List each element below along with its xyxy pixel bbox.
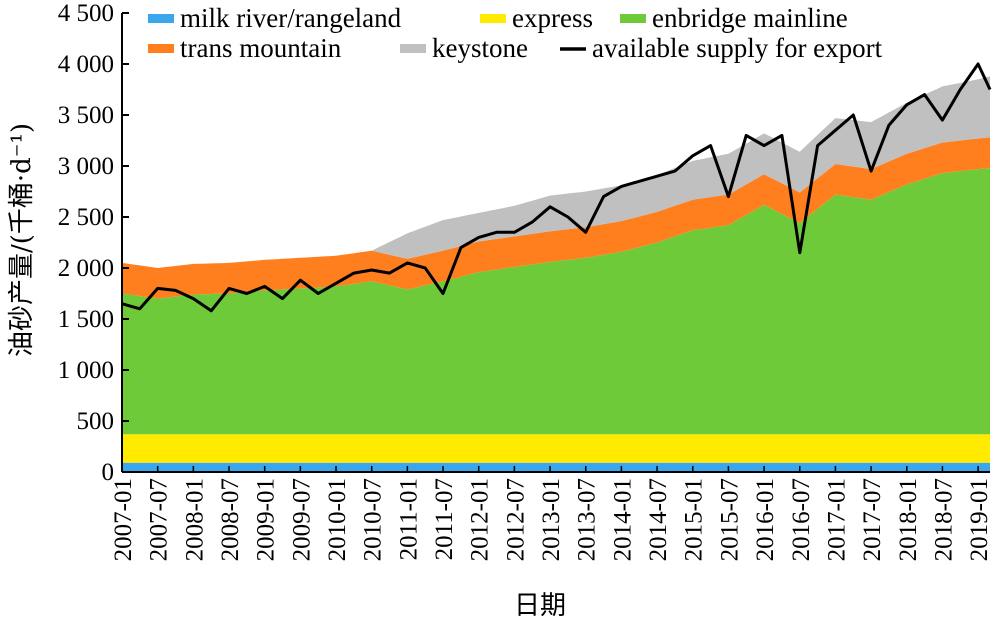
legend-item-milk-river-rangeland: milk river/rangeland bbox=[148, 3, 402, 33]
x-tick-label: 2012-07 bbox=[502, 478, 529, 561]
x-tick-label: 2018-07 bbox=[930, 478, 957, 561]
x-axis-title: 日期 bbox=[514, 591, 566, 621]
area-express bbox=[122, 434, 990, 463]
axes: 0 500 1 000 1 500 2 000 2 500 3 000 3 500 4 000 4… bbox=[58, 0, 993, 561]
x-tick-label: 2014-07 bbox=[645, 478, 672, 561]
legend-label: available supply for export bbox=[592, 33, 883, 63]
x-tick-label: 2016-07 bbox=[788, 478, 815, 561]
y-tick-label: 4 000 bbox=[58, 51, 114, 78]
x-tick-label: 2019-01 bbox=[966, 478, 993, 561]
x-tick-label: 2015-07 bbox=[716, 478, 743, 561]
area-trans-mountain bbox=[122, 137, 990, 299]
x-tick-label: 2010-01 bbox=[324, 478, 351, 561]
x-tick-label: 2011-01 bbox=[395, 478, 422, 560]
legend-label: enbridge mainline bbox=[652, 3, 848, 33]
x-tick-label: 2016-01 bbox=[752, 478, 779, 561]
legend-swatch bbox=[148, 44, 174, 53]
legend-swatch bbox=[620, 14, 646, 23]
x-tick-label: 2014-01 bbox=[609, 478, 636, 561]
x-tick-label: 2008-07 bbox=[217, 478, 244, 561]
x-tick-label: 2009-07 bbox=[288, 478, 315, 561]
legend-item-trans-mountain: trans mountain bbox=[148, 33, 342, 63]
legend-label: milk river/rangeland bbox=[180, 3, 402, 33]
line-available-supply-for-export bbox=[121, 62, 992, 313]
x-tick-label: 2007-01 bbox=[110, 478, 137, 561]
legend-label: trans mountain bbox=[180, 33, 342, 63]
legend: milk river/rangeland express enbridge main… bbox=[148, 3, 883, 63]
y-tick-label: 0 bbox=[102, 459, 115, 486]
x-tick-label: 2015-01 bbox=[681, 478, 708, 561]
legend-label: express bbox=[512, 3, 593, 33]
legend-swatch bbox=[480, 14, 506, 23]
x-tick-label: 2007-07 bbox=[146, 478, 173, 561]
y-axis-title: 油砂产量/(千桶·d⁻¹) bbox=[7, 123, 37, 357]
x-tick-label: 2009-01 bbox=[253, 478, 280, 561]
area-milk-river-rangeland bbox=[122, 462, 990, 472]
legend-swatch bbox=[148, 14, 174, 23]
legend-swatch bbox=[400, 44, 426, 53]
y-tick-label: 3 500 bbox=[58, 102, 114, 129]
y-tick-label: 1 000 bbox=[58, 357, 114, 384]
x-tick-label: 2010-07 bbox=[360, 478, 387, 561]
legend-item-express: express bbox=[480, 3, 593, 33]
stacked-areas bbox=[122, 76, 990, 472]
y-tick-label: 2 000 bbox=[58, 255, 114, 282]
x-tick-label: 2017-01 bbox=[823, 478, 850, 561]
export-line-layer bbox=[121, 62, 992, 313]
legend-item-available-supply-for-export: available supply for export bbox=[560, 33, 883, 63]
x-tick-label: 2013-01 bbox=[538, 478, 565, 561]
x-tick-label: 2008-01 bbox=[181, 478, 208, 561]
x-tick-label: 2017-07 bbox=[859, 478, 886, 561]
legend-item-enbridge-mainline: enbridge mainline bbox=[620, 3, 848, 33]
y-tick-label: 3 000 bbox=[58, 153, 114, 180]
y-tick-label: 4 500 bbox=[58, 0, 114, 27]
x-tick-label: 2011-07 bbox=[431, 478, 458, 560]
y-tick-label: 500 bbox=[77, 408, 115, 435]
y-tick-label: 2 500 bbox=[58, 204, 114, 231]
x-tick-label: 2018-01 bbox=[895, 478, 922, 561]
area-keystone bbox=[122, 76, 990, 268]
x-tick-label: 2013-07 bbox=[574, 478, 601, 561]
legend-label: keystone bbox=[432, 33, 528, 63]
area-enbridge-mainline bbox=[122, 168, 990, 435]
y-tick-label: 1 500 bbox=[58, 306, 114, 333]
legend-item-keystone: keystone bbox=[400, 33, 528, 63]
x-tick-label: 2012-01 bbox=[467, 478, 494, 561]
